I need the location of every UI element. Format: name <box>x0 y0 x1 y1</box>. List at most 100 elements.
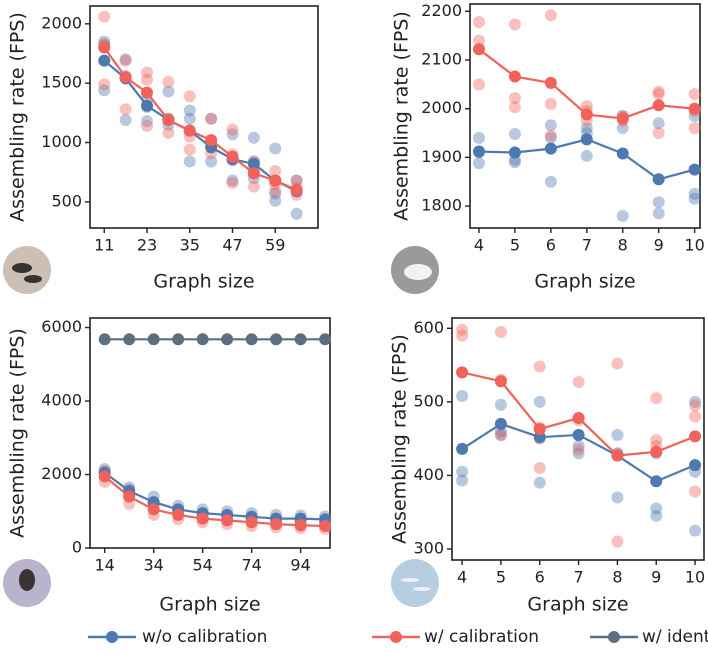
sample-point <box>141 66 153 79</box>
sample-point <box>472 131 485 144</box>
series-point <box>652 99 665 112</box>
sample-point <box>688 192 701 205</box>
y-tick-label: 2000 <box>41 13 82 32</box>
series-point <box>580 133 593 146</box>
series-point <box>533 423 546 436</box>
series-point <box>162 113 175 126</box>
series-point <box>196 512 209 525</box>
x-tick-label: 4 <box>474 236 484 255</box>
sample-point <box>205 112 218 125</box>
series-point <box>544 76 557 89</box>
series-point <box>294 333 307 346</box>
x-tick-label: 54 <box>192 556 212 575</box>
series-point <box>689 459 702 472</box>
sample-point <box>650 392 663 405</box>
x-axis-label: Graph size <box>527 594 628 616</box>
sample-point <box>205 155 218 168</box>
icon-marmoset-body <box>19 569 35 591</box>
sample-point <box>494 325 507 338</box>
y-tick-label: 300 <box>413 538 444 557</box>
sample-point <box>162 85 175 98</box>
x-tick-label: 8 <box>612 568 622 587</box>
x-tick-label: 6 <box>546 236 556 255</box>
series-point <box>572 412 585 425</box>
x-tick-label: 47 <box>222 236 242 255</box>
series-point <box>472 43 485 56</box>
legend-label: w/ calibration <box>424 627 539 647</box>
y-tick-label: 2100 <box>421 50 462 69</box>
sample-point <box>472 157 485 170</box>
series-point <box>472 145 485 158</box>
sample-point <box>269 142 282 155</box>
sample-point <box>689 524 702 537</box>
series-point <box>247 167 260 180</box>
sample-point <box>650 502 663 515</box>
sample-point <box>119 113 132 126</box>
icon-mouse-body <box>404 264 432 280</box>
series-point <box>245 516 258 529</box>
sample-point <box>650 434 663 447</box>
x-tick-label: 9 <box>654 236 664 255</box>
y-tick-label: 4000 <box>41 391 82 410</box>
sample-point <box>226 123 239 136</box>
sample-point <box>689 395 702 408</box>
sample-point <box>98 78 111 91</box>
icon-rat-body <box>12 263 32 273</box>
sample-point <box>688 187 701 200</box>
sample-point <box>572 443 585 456</box>
x-tick-label: 7 <box>573 568 583 587</box>
legend-label: w/ identity <box>642 627 708 647</box>
sample-point <box>98 84 111 97</box>
sample-point <box>247 131 260 144</box>
sample-point <box>456 329 469 342</box>
sample-point <box>290 207 303 220</box>
sample-point <box>544 129 557 142</box>
sample-point <box>533 476 546 489</box>
sample-point <box>508 18 521 31</box>
series-point <box>294 519 307 532</box>
series-point <box>183 124 196 137</box>
sample-point <box>508 156 521 169</box>
x-tick-label: 74 <box>241 556 261 575</box>
sample-point <box>226 128 239 141</box>
series-point <box>689 430 702 443</box>
series-point <box>123 490 136 503</box>
sample-point <box>290 174 303 187</box>
series-point <box>147 503 160 516</box>
y-tick-label: 1500 <box>41 73 82 92</box>
plot-frame <box>469 3 701 229</box>
series-point <box>221 514 234 527</box>
series-point <box>245 333 258 346</box>
y-tick-label: 2000 <box>41 464 82 483</box>
x-tick-label: 8 <box>618 236 628 255</box>
icon-fish-body <box>413 587 431 591</box>
sample-point <box>611 357 624 370</box>
series-point <box>650 475 663 488</box>
series-line <box>103 475 326 528</box>
sample-point <box>183 143 196 156</box>
legend-marker <box>608 631 620 643</box>
series-point <box>508 146 521 159</box>
series-point <box>226 150 239 163</box>
icon-fish-body <box>401 578 419 582</box>
sample-point <box>472 16 485 29</box>
y-tick-label: 0 <box>72 538 82 557</box>
sample-point <box>247 180 260 193</box>
x-axis-label: Graph size <box>153 271 254 293</box>
sample-point <box>456 389 469 402</box>
sample-point <box>183 104 196 117</box>
sample-point <box>269 165 282 178</box>
y-tick-label: 6000 <box>41 317 82 336</box>
sample-point <box>572 447 585 460</box>
sample-point <box>226 176 239 189</box>
series-line <box>104 471 326 521</box>
sample-point <box>119 53 132 66</box>
sample-point <box>205 112 218 125</box>
sample-point <box>572 439 585 452</box>
sample-point <box>652 207 665 220</box>
sample-point <box>544 131 557 144</box>
series-point <box>141 86 153 99</box>
series-point <box>494 375 507 388</box>
sample-point <box>141 115 153 128</box>
legend-label: w/o calibration <box>142 627 267 647</box>
